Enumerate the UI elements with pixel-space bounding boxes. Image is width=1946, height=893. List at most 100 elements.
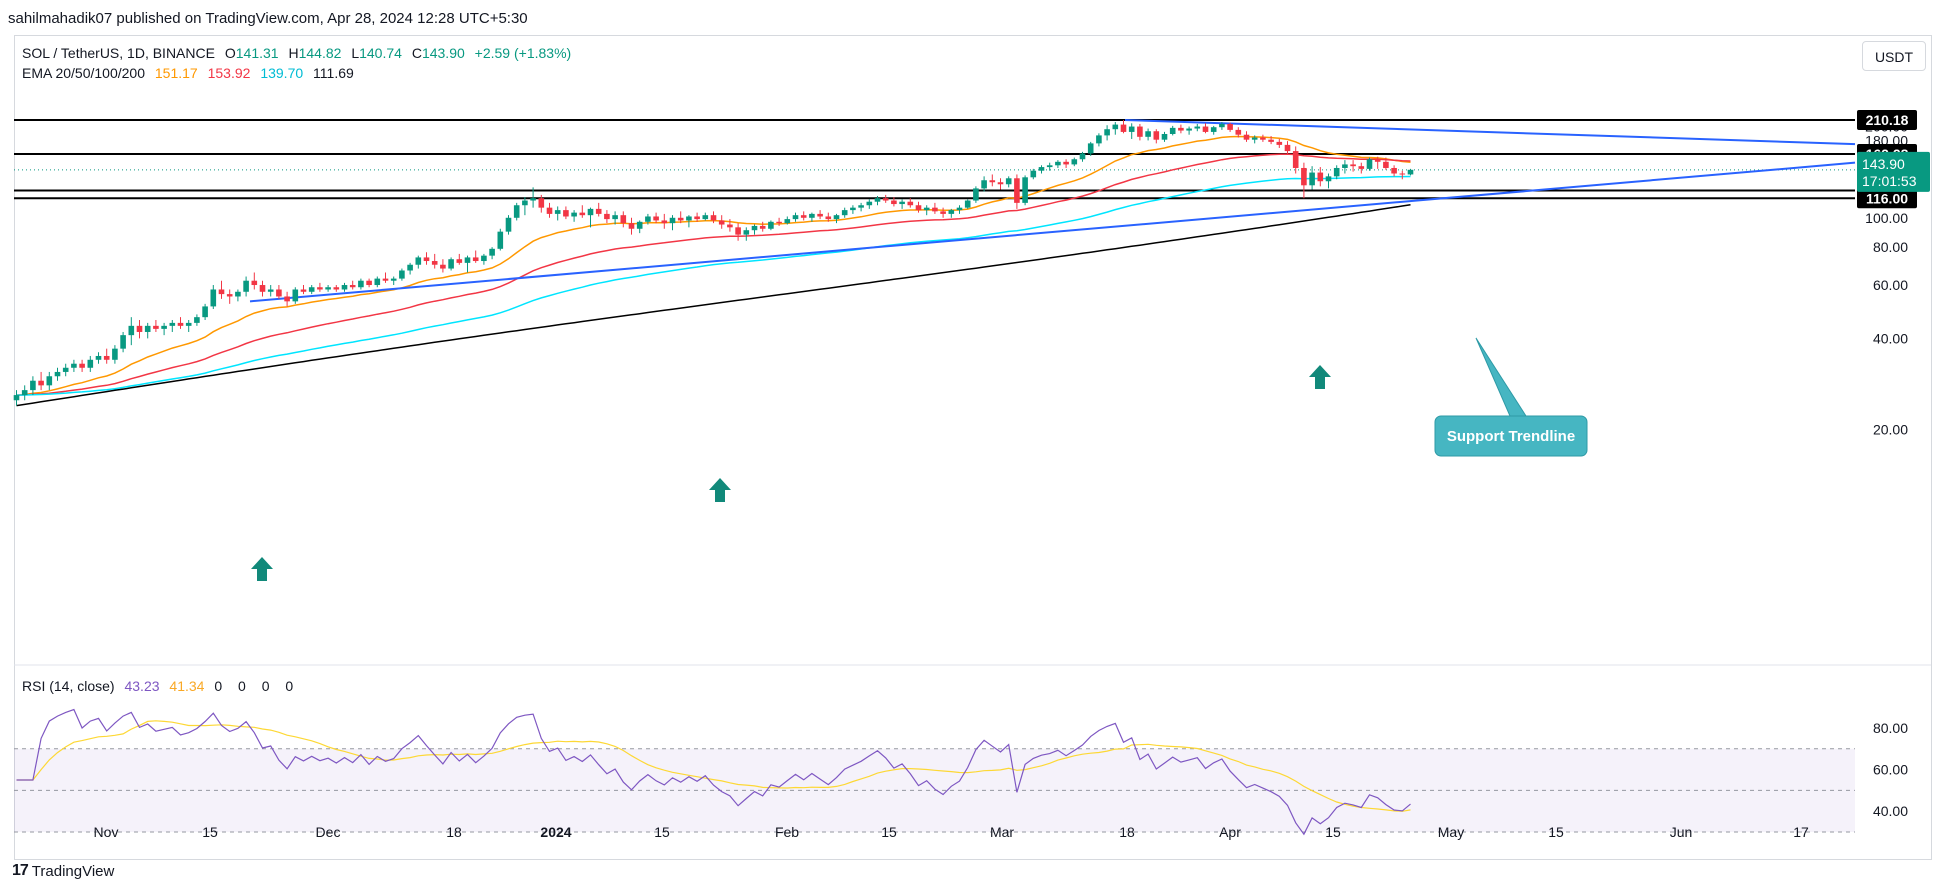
close-value: 143.90: [421, 45, 465, 61]
candle: [71, 359, 77, 372]
candle-body: [702, 215, 709, 220]
candle-body: [267, 289, 274, 292]
candle-body: [218, 289, 225, 295]
candle-body: [948, 210, 955, 214]
candle: [423, 252, 430, 265]
arrow-up-icon: [1309, 365, 1331, 389]
candle: [645, 213, 651, 225]
tradingview-logo[interactable]: 17 TradingView: [12, 862, 114, 880]
candle-body: [1120, 124, 1127, 132]
candle: [1251, 135, 1258, 144]
arrow-up-icon: [709, 478, 731, 502]
candle: [899, 199, 905, 209]
time-axis-tick: 18: [446, 824, 462, 840]
candle-body: [1022, 177, 1028, 203]
candle: [136, 319, 143, 339]
candle: [415, 255, 422, 269]
candle-body: [1194, 126, 1201, 129]
candle-body: [284, 296, 290, 302]
candle-body: [727, 224, 733, 228]
candle: [1374, 156, 1381, 169]
level-label-bg: [1857, 188, 1917, 209]
candle: [1014, 174, 1020, 209]
candle: [407, 262, 413, 275]
candle-body: [497, 231, 504, 249]
candle-body: [1391, 167, 1397, 174]
candle-body: [235, 291, 241, 297]
candle: [300, 285, 307, 295]
candle-body: [1260, 137, 1266, 140]
candle: [571, 210, 577, 222]
candle: [981, 176, 987, 192]
candle-body: [1178, 127, 1184, 131]
candle: [923, 205, 930, 216]
candle: [792, 212, 799, 222]
candle: [653, 212, 659, 224]
candle-body: [1145, 131, 1151, 137]
candle-body: [300, 289, 307, 292]
candle-body: [858, 205, 864, 208]
candle: [1112, 122, 1119, 135]
candle-body: [825, 216, 832, 220]
candle: [30, 376, 36, 396]
candle: [891, 197, 897, 207]
candle-body: [784, 219, 791, 224]
ema-legend: EMA 20/50/100/200 151.17 153.92 139.70 1…: [22, 65, 360, 81]
candle: [292, 287, 299, 304]
candle: [1186, 126, 1192, 135]
candle: [874, 196, 881, 206]
candle: [1407, 168, 1414, 176]
candle-body: [87, 359, 94, 368]
candle-body: [349, 285, 356, 288]
candle: [276, 285, 282, 299]
rsi-label[interactable]: RSI (14, close): [22, 678, 115, 694]
candle-body: [981, 180, 987, 189]
candle-body: [751, 225, 758, 231]
candle-body: [1383, 161, 1389, 168]
candle-body: [120, 335, 126, 349]
candle: [513, 202, 520, 221]
candle-body: [1358, 166, 1365, 169]
candle-body: [686, 216, 692, 221]
candle: [1022, 175, 1028, 206]
time-axis-tick: Dec: [316, 824, 341, 840]
candle-body: [809, 213, 815, 218]
candle-body: [743, 230, 750, 235]
candle-body: [899, 201, 905, 205]
candle-body: [1104, 129, 1110, 136]
candle: [1005, 176, 1012, 188]
candle-body: [185, 322, 192, 326]
candle: [210, 285, 217, 310]
candle-body: [620, 215, 627, 224]
candle: [317, 282, 323, 292]
candle: [669, 215, 676, 231]
candle-body: [554, 210, 561, 214]
candle: [1309, 166, 1315, 190]
symbol-title[interactable]: SOL / TetherUS, 1D, BINANCE: [22, 45, 215, 61]
candle: [284, 291, 290, 307]
candle: [1178, 124, 1184, 134]
candle-body: [1325, 176, 1332, 182]
candle: [1087, 141, 1094, 156]
candle-body: [1202, 126, 1209, 132]
candle: [1366, 157, 1373, 171]
candle-body: [210, 289, 217, 307]
ema-label[interactable]: EMA 20/50/100/200: [22, 65, 145, 81]
candle-body: [202, 306, 208, 318]
candle-body: [833, 215, 840, 220]
last-price-bg: [1857, 151, 1930, 192]
candle: [1046, 162, 1053, 171]
time-axis-tick: 15: [654, 824, 670, 840]
rsi-line: [16, 708, 1411, 836]
candle: [259, 280, 266, 297]
candle: [1104, 125, 1110, 141]
candle-body: [440, 264, 446, 269]
candle: [79, 359, 85, 372]
candle-body: [505, 217, 512, 232]
time-axis-tick: Apr: [1219, 824, 1241, 840]
currency-button[interactable]: USDT: [1862, 41, 1926, 71]
candle: [505, 215, 512, 235]
candle: [735, 223, 741, 241]
candle: [595, 202, 602, 217]
